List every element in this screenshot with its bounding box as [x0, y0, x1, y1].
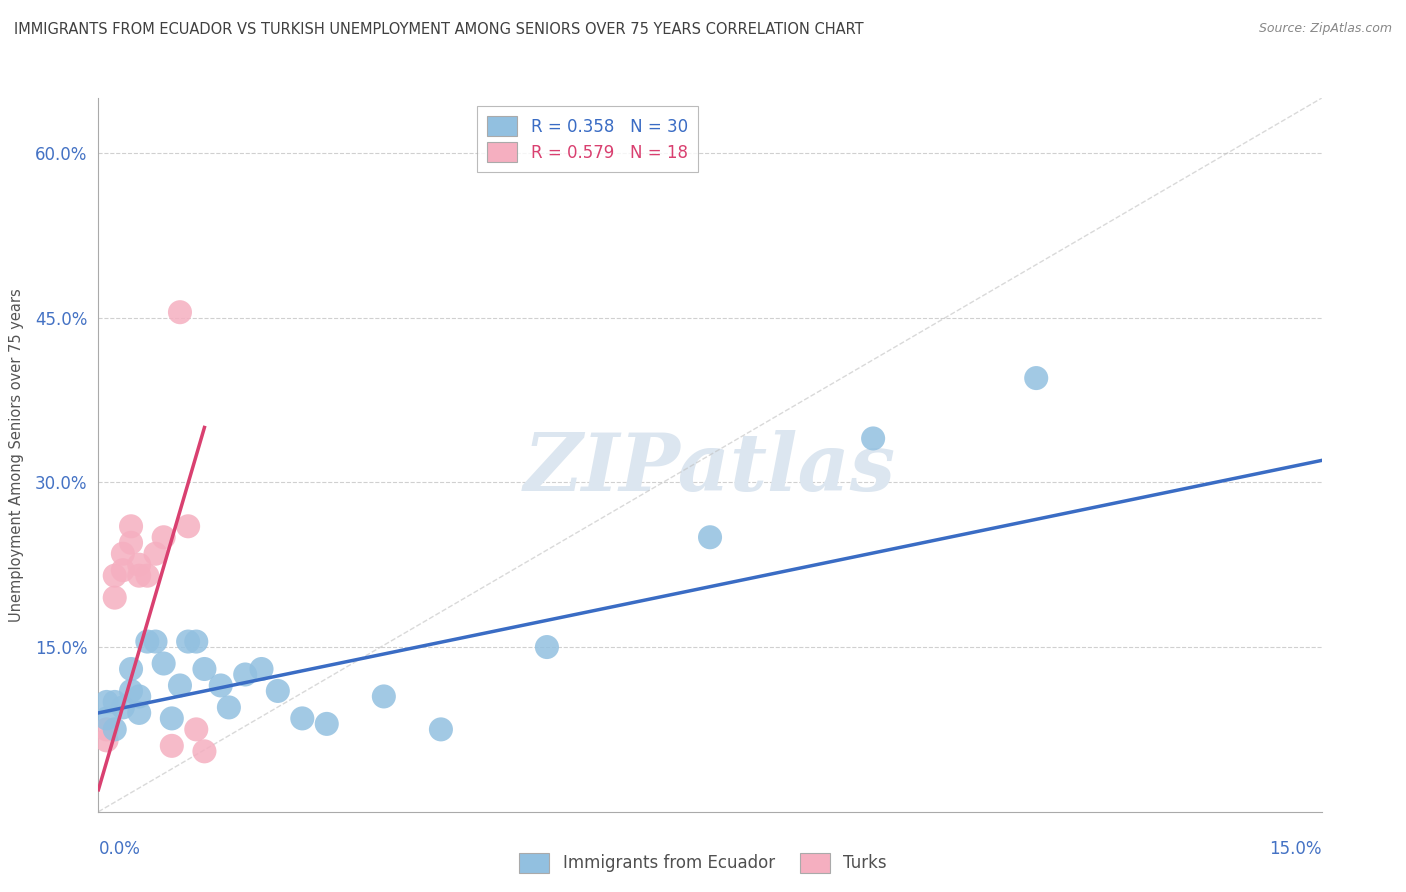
Point: [169, 678, 191, 692]
Text: Source: ZipAtlas.com: Source: ZipAtlas.com: [1258, 22, 1392, 36]
Point: [160, 739, 183, 753]
Point: [96, 723, 118, 737]
Point: [209, 678, 232, 692]
Text: IMMIGRANTS FROM ECUADOR VS TURKISH UNEMPLOYMENT AMONG SENIORS OVER 75 YEARS CORR: IMMIGRANTS FROM ECUADOR VS TURKISH UNEMP…: [14, 22, 863, 37]
Point: [177, 519, 200, 533]
Point: [862, 432, 884, 446]
Legend: Immigrants from Ecuador, Turks: Immigrants from Ecuador, Turks: [513, 847, 893, 880]
Point: [120, 535, 142, 549]
Point: [152, 657, 174, 671]
Point: [136, 568, 159, 582]
Legend: R = 0.358   N = 30, R = 0.579   N = 18: R = 0.358 N = 30, R = 0.579 N = 18: [478, 106, 697, 171]
Point: [267, 684, 290, 698]
Point: [177, 634, 200, 648]
Point: [104, 568, 127, 582]
Point: [1025, 371, 1047, 385]
Point: [536, 640, 558, 654]
Point: [111, 563, 134, 577]
Y-axis label: Unemployment Among Seniors over 75 years: Unemployment Among Seniors over 75 years: [8, 288, 24, 622]
Point: [315, 717, 337, 731]
Point: [145, 547, 167, 561]
Point: [128, 706, 150, 720]
Point: [193, 744, 215, 758]
Point: [373, 690, 395, 704]
Point: [96, 733, 118, 747]
Text: ZIPatlas: ZIPatlas: [524, 431, 896, 508]
Text: 0.0%: 0.0%: [98, 840, 141, 858]
Point: [250, 662, 273, 676]
Point: [120, 662, 142, 676]
Point: [291, 711, 314, 725]
Point: [152, 530, 174, 544]
Point: [169, 305, 191, 319]
Point: [104, 695, 127, 709]
Point: [128, 568, 150, 582]
Point: [128, 690, 150, 704]
Point: [111, 700, 134, 714]
Point: [186, 634, 208, 648]
Point: [699, 530, 721, 544]
Point: [120, 519, 142, 533]
Point: [96, 695, 118, 709]
Point: [193, 662, 215, 676]
Point: [104, 591, 127, 605]
Point: [430, 723, 453, 737]
Point: [136, 634, 159, 648]
Point: [104, 723, 127, 737]
Point: [233, 667, 256, 681]
Point: [186, 723, 208, 737]
Point: [145, 634, 167, 648]
Point: [120, 684, 142, 698]
Point: [218, 700, 240, 714]
Text: 15.0%: 15.0%: [1270, 840, 1322, 858]
Point: [96, 711, 118, 725]
Point: [111, 547, 134, 561]
Point: [160, 711, 183, 725]
Point: [128, 558, 150, 572]
